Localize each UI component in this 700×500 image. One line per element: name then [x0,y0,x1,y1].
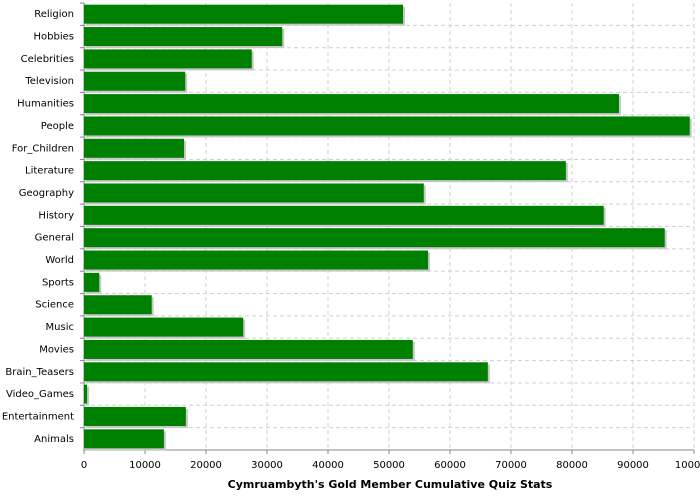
bar [84,272,100,292]
bar [84,205,604,225]
bar [84,183,424,203]
bar [84,429,164,449]
x-tick-label: 80000 [556,460,588,471]
y-tick-label: Music [46,322,74,333]
bar [84,250,429,270]
bar [84,406,186,426]
bar [84,94,619,114]
x-tick-label: 0 [81,460,87,471]
y-tick-label: Sports [42,277,74,288]
y-tick-label: Television [24,76,74,87]
x-tick-label: 20000 [190,460,222,471]
bar [84,295,152,315]
bar [84,339,413,359]
y-tick-label: History [38,210,74,221]
bar [84,4,404,24]
bar [84,71,186,91]
y-tick-label: Literature [25,166,74,177]
y-tick-label: World [45,255,74,266]
x-axis-title: Cymruambyth's Gold Member Cumulative Qui… [228,478,553,491]
bar-shadow [86,386,90,406]
bar [84,116,690,136]
x-tick-label: 60000 [434,460,466,471]
x-tick-label: 30000 [251,460,283,471]
x-tick-label: 50000 [373,460,405,471]
y-tick-label: Humanities [17,99,74,110]
bar [84,49,252,69]
bar [84,138,185,158]
x-tick-label: 90000 [617,460,649,471]
y-tick-label: Celebrities [21,54,74,65]
y-tick-label: Religion [34,9,74,20]
y-tick-label: Movies [39,344,74,355]
bar [84,27,283,47]
y-tick-label: Geography [19,188,74,199]
bar [84,384,88,404]
bar [84,317,244,337]
y-tick-label: Science [35,300,74,311]
y-tick-label: For_Children [12,143,74,154]
y-tick-label: Video_Games [6,389,74,400]
y-tick-label: General [35,233,74,244]
x-tick-label: 70000 [495,460,527,471]
y-tick-label: Hobbies [34,32,74,43]
y-tick-label: Brain_Teasers [5,367,74,378]
x-tick-label: 10000 [129,460,161,471]
y-tick-label: Entertainment [2,411,74,422]
x-tick-label: 100000 [675,460,700,471]
bar [84,362,488,382]
bar [84,228,665,248]
y-tick-label: People [41,121,74,132]
bar [84,161,566,181]
y-tick-label: Animals [34,434,74,445]
x-tick-label: 40000 [312,460,344,471]
